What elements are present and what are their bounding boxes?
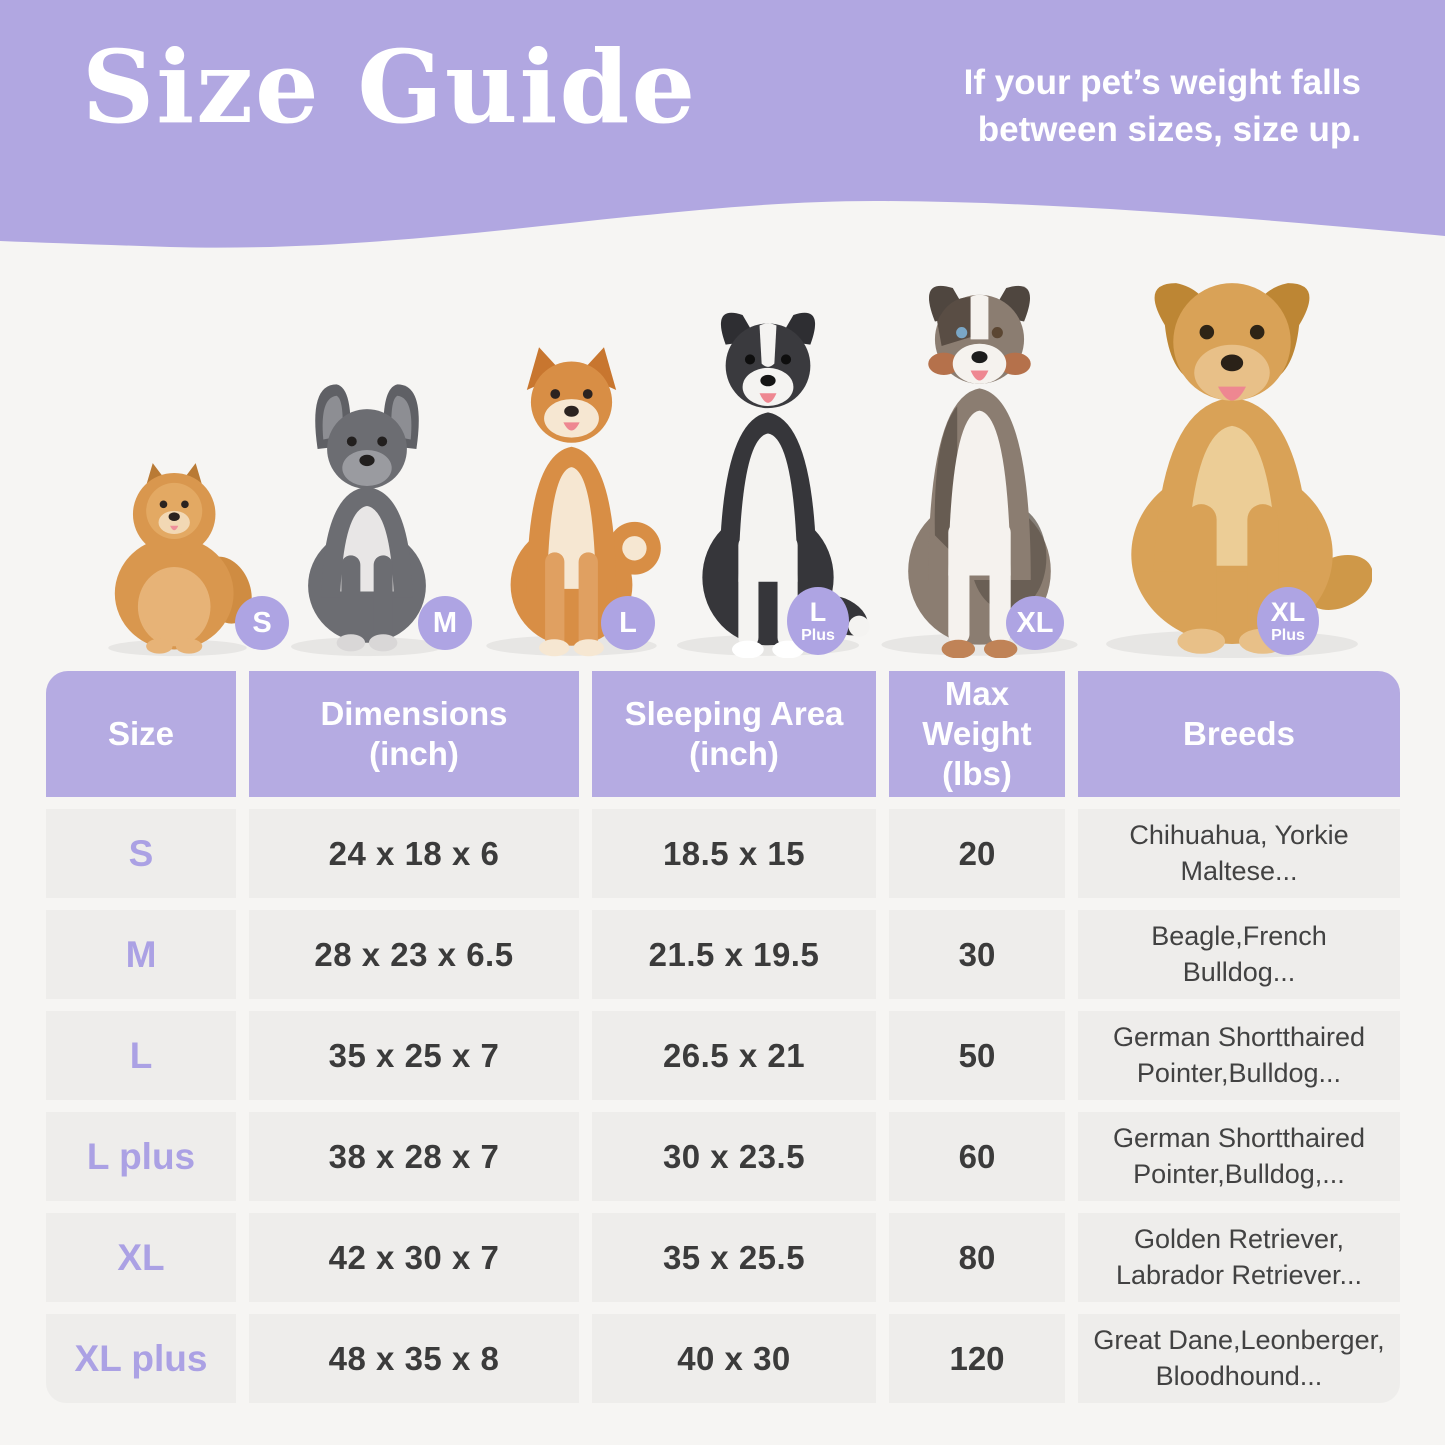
table-row-l-sleeping-area: 26.5 x 21 (592, 1011, 876, 1100)
size-badge-m-label: M (432, 606, 458, 639)
table-row-l-plus-max-weight: 60 (889, 1112, 1065, 1201)
pomeranian-dog-image (95, 448, 260, 658)
golden-retriever-dog-image (1092, 258, 1372, 658)
table-row-l-plus-size: L plus (46, 1112, 236, 1201)
table-row-m-max-weight: 30 (889, 910, 1065, 999)
column-header-size: Size (46, 671, 236, 797)
table-row-xl-dimensions: 42 x 30 x 7 (249, 1213, 579, 1302)
size-badge-xl-plus-sublabel: Plus (1271, 626, 1305, 644)
table-row-l-plus-sleeping-area: 30 x 23.5 (592, 1112, 876, 1201)
table-row-s-size: S (46, 809, 236, 898)
size-badge-l: L (601, 596, 655, 650)
australian-shepherd-dog-image (868, 268, 1091, 658)
size-guide-table: Size Dimensions (inch) Sleeping Area (in… (46, 671, 1400, 1403)
table-row-xl-plus-breeds: Great Dane,Leonberger, Bloodhound... (1078, 1314, 1400, 1403)
table-row-m-dimensions: 28 x 23 x 6.5 (249, 910, 579, 999)
column-header-dimensions: Dimensions (inch) (249, 671, 579, 797)
table-row-m-sleeping-area: 21.5 x 19.5 (592, 910, 876, 999)
size-badge-l-plus-label: L (809, 596, 827, 627)
table-row-l-plus-dimensions: 38 x 28 x 7 (249, 1112, 579, 1201)
size-badge-l-plus: L Plus (787, 587, 849, 655)
table-row-s-dimensions: 24 x 18 x 6 (249, 809, 579, 898)
table-row-l-max-weight: 50 (889, 1011, 1065, 1100)
page-title: Size Guide (82, 28, 698, 146)
table-row-xl-breeds: Golden Retriever, Labrador Retriever... (1078, 1213, 1400, 1302)
size-badge-s: S (235, 596, 289, 650)
table-row-l-plus-breeds: German Shortthaired Pointer,Bulldog,... (1078, 1112, 1400, 1201)
table-row-xl-max-weight: 80 (889, 1213, 1065, 1302)
table-row-xl-sleeping-area: 35 x 25.5 (592, 1213, 876, 1302)
table-row-s-sleeping-area: 18.5 x 15 (592, 809, 876, 898)
size-badge-l-plus-sublabel: Plus (801, 626, 835, 644)
table-row-s-breeds: Chihuahua, Yorkie Maltese... (1078, 809, 1400, 898)
size-badge-m: M (418, 596, 472, 650)
table-row-m-breeds: Beagle,French Bulldog... (1078, 910, 1400, 999)
column-header-breeds: Breeds (1078, 671, 1400, 797)
sizing-advice-text: If your pet’s weight falls between sizes… (964, 60, 1361, 154)
size-badge-xl-plus-label: XL (1270, 596, 1306, 627)
table-row-l-size: L (46, 1011, 236, 1100)
dog-lineup: S M L L Plus XL XL Plus (0, 0, 1445, 660)
table-row-xl-plus-dimensions: 48 x 35 x 8 (249, 1314, 579, 1403)
table-row-l-breeds: German Shortthaired Pointer,Bulldog... (1078, 1011, 1400, 1100)
sizing-advice-line1: If your pet’s weight falls (963, 63, 1361, 102)
table-row-m-size: M (46, 910, 236, 999)
column-header-sleeping-area: Sleeping Area (inch) (592, 671, 876, 797)
table-row-s-max-weight: 20 (889, 809, 1065, 898)
french-bulldog-dog-image (272, 373, 462, 658)
size-badge-s-label: S (252, 606, 272, 639)
shiba-inu-dog-image (470, 333, 673, 658)
size-badge-l-label: L (619, 606, 637, 639)
size-badge-xl-plus: XL Plus (1257, 587, 1319, 655)
table-row-l-dimensions: 35 x 25 x 7 (249, 1011, 579, 1100)
table-row-xl-plus-max-weight: 120 (889, 1314, 1065, 1403)
column-header-max-weight: Max Weight (lbs) (889, 671, 1065, 797)
table-row-xl-size: XL (46, 1213, 236, 1302)
size-badge-xl: XL (1006, 596, 1064, 650)
sizing-advice-line2: between sizes, size up. (977, 109, 1361, 149)
table-row-xl-plus-sleeping-area: 40 x 30 (592, 1314, 876, 1403)
header-wave-background (0, 0, 1445, 248)
size-badge-xl-label: XL (1016, 606, 1054, 639)
table-row-xl-plus-size: XL plus (46, 1314, 236, 1403)
